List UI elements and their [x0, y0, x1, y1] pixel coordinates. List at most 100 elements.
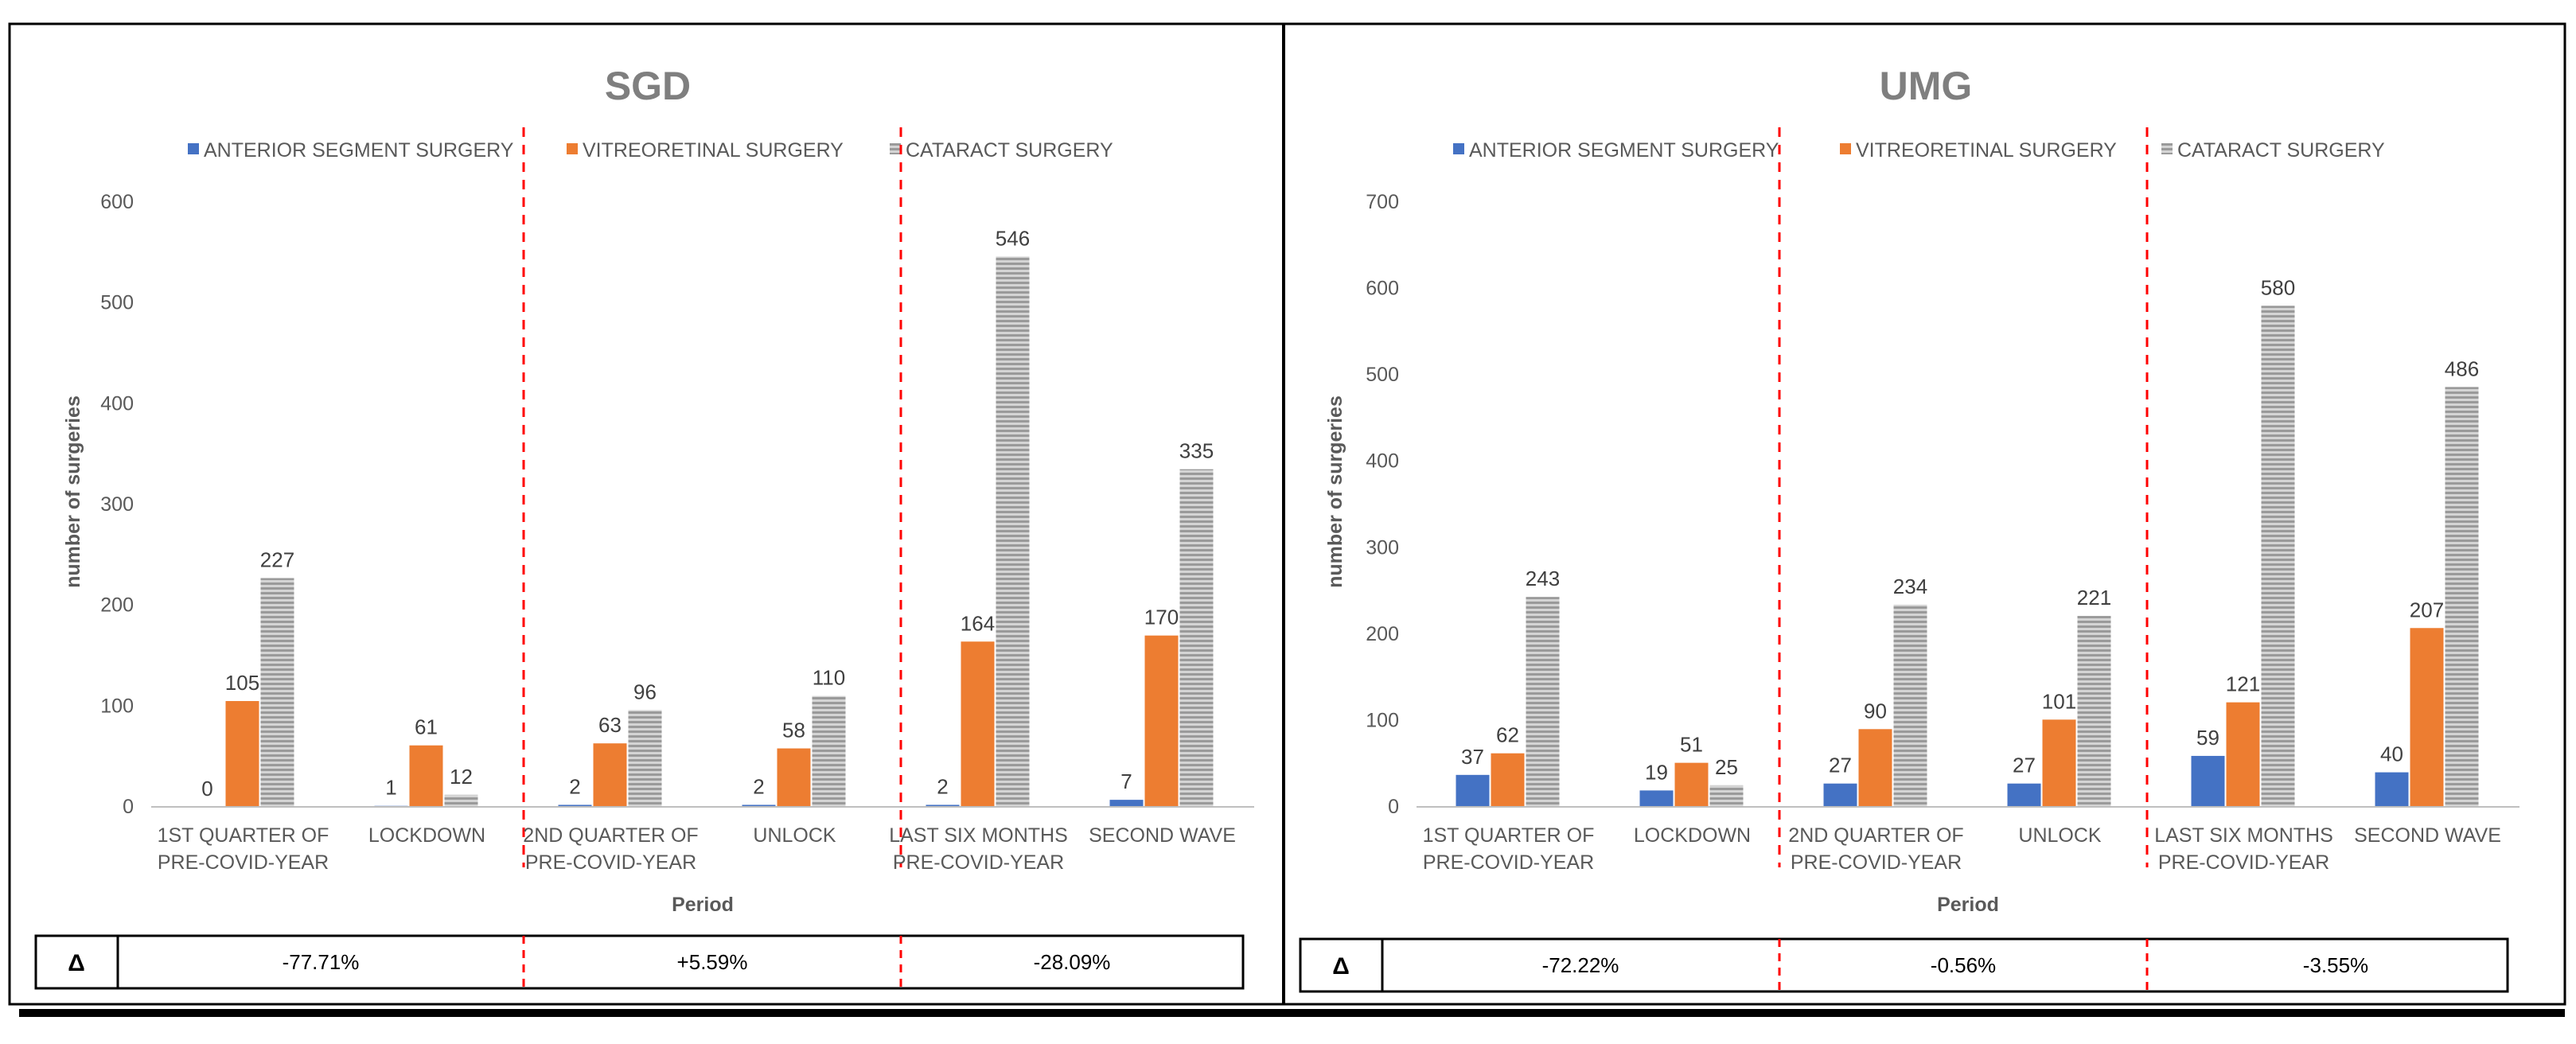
sgd-delta-symbol: Δ [68, 950, 85, 976]
sgd-value-label-vitreoretinal-6: 170 [1144, 606, 1179, 629]
sgd-value-label-anterior-6: 7 [1120, 769, 1132, 793]
sgd-delta-value-1: -77.71% [283, 950, 360, 974]
umg-y-tick-200: 200 [1366, 623, 1399, 645]
sgd-category-label-6-line-1: SECOND WAVE [1089, 824, 1236, 847]
umg-y-tick-100: 100 [1366, 709, 1399, 731]
sgd-delta-value-2: +5.59% [677, 950, 748, 974]
umg-legend-label-vitreoretinal: VITREORETINAL SURGERY [1856, 139, 2117, 162]
umg-value-label-anterior-1: 37 [1461, 745, 1484, 769]
umg-value-label-vitreoretinal-1: 62 [1496, 723, 1519, 747]
sgd-category-label-5-line-2: PRE-COVID-YEAR [893, 851, 1064, 874]
umg-legend-label-anterior: ANTERIOR SEGMENT SURGERY [1469, 139, 1779, 162]
umg-value-label-vitreoretinal-4: 101 [2042, 689, 2076, 713]
sgd-bar-vitreoretinal-6 [1144, 635, 1179, 807]
sgd-bar-anterior-4 [742, 804, 776, 807]
umg-bars: 37 62 243 19 51 25 27 90 234 27 101 221 59 121 580 40 20… [1456, 127, 2479, 867]
umg-legend-swatch-anterior [1453, 143, 1464, 154]
umg-value-label-vitreoretinal-6: 207 [2410, 598, 2444, 621]
umg-delta-table: Δ -72.22% -0.56% -3.55% [1299, 937, 2509, 993]
sgd-value-label-vitreoretinal-3: 63 [598, 713, 622, 737]
umg-value-label-anterior-3: 27 [1829, 754, 1852, 777]
sgd-delta-value-3: -28.09% [1034, 950, 1111, 974]
umg-bar-anterior-5 [2191, 755, 2225, 807]
sgd-category-label-3-line-1: 2ND QUARTER OF [523, 824, 698, 847]
umg-value-label-cataract-2: 25 [1715, 755, 1738, 779]
umg-bar-vitreoretinal-2 [1674, 762, 1709, 807]
sgd-bar-cataract-2 [444, 794, 478, 807]
sgd-value-label-cataract-4: 110 [813, 666, 845, 690]
sgd-value-label-anterior-2: 1 [385, 776, 396, 800]
sgd-chart: SGD ANTERIOR SEGMENT SURGERY VITREORETIN… [34, 64, 1254, 990]
umg-bar-anterior-1 [1456, 774, 1490, 807]
sgd-bar-cataract-4 [812, 695, 846, 807]
umg-bar-cataract-6 [2445, 387, 2479, 807]
sgd-y-ticks: 0 100 200 300 400 500 600 [100, 191, 134, 818]
sgd-y-tick-600: 600 [100, 191, 134, 213]
sgd-y-tick-200: 200 [100, 594, 134, 617]
sgd-value-label-cataract-6: 335 [1179, 439, 1214, 463]
umg-bar-anterior-2 [1639, 790, 1674, 807]
sgd-category-labels: 1ST QUARTER OF PRE-COVID-YEAR LOCKDOWN 2ND … [158, 824, 1236, 874]
umg-y-tick-600: 600 [1366, 278, 1399, 300]
sgd-value-label-anterior-4: 2 [753, 774, 764, 798]
umg-value-label-cataract-4: 221 [2077, 586, 2111, 610]
umg-y-axis-title: number of surgeries [1324, 395, 1346, 588]
umg-bar-cataract-3 [1893, 604, 1927, 807]
umg-value-label-cataract-6: 486 [2445, 356, 2479, 380]
umg-bar-anterior-4 [2007, 783, 2041, 807]
umg-delta-value-2: -0.56% [1931, 953, 1996, 977]
sgd-legend-swatch-cataract [890, 143, 901, 154]
sgd-value-label-cataract-2: 12 [450, 765, 473, 789]
sgd-category-label-2-line-1: LOCKDOWN [368, 824, 485, 847]
sgd-bar-vitreoretinal-3 [593, 743, 627, 807]
umg-category-label-2-line-1: LOCKDOWN [1634, 824, 1751, 847]
umg-bar-vitreoretinal-4 [2042, 719, 2076, 807]
sgd-y-tick-400: 400 [100, 392, 134, 415]
umg-value-label-vitreoretinal-5: 121 [2226, 672, 2260, 696]
umg-value-label-anterior-6: 40 [2380, 742, 2403, 766]
sgd-bar-anterior-3 [558, 804, 592, 807]
sgd-bar-vitreoretinal-5 [961, 641, 995, 807]
umg-bar-cataract-5 [2261, 306, 2295, 807]
umg-value-label-vitreoretinal-2: 51 [1680, 733, 1703, 757]
umg-bar-cataract-2 [1709, 785, 1744, 807]
umg-y-tick-300: 300 [1366, 536, 1399, 559]
umg-category-label-5-line-1: LAST SIX MONTHS [2154, 824, 2333, 847]
umg-category-label-4-line-1: UNLOCK [2018, 824, 2102, 847]
umg-y-tick-500: 500 [1366, 364, 1399, 386]
sgd-y-tick-500: 500 [100, 292, 134, 314]
umg-bar-anterior-6 [2375, 772, 2409, 807]
umg-bar-vitreoretinal-5 [2226, 702, 2260, 807]
umg-x-axis-title: Period [1937, 894, 1999, 916]
sgd-category-label-3-line-2: PRE-COVID-YEAR [525, 851, 696, 874]
umg-bar-cataract-1 [1526, 597, 1560, 807]
sgd-y-tick-100: 100 [100, 695, 134, 717]
sgd-bar-anterior-6 [1109, 800, 1144, 807]
sgd-x-axis-title: Period [672, 894, 734, 916]
sgd-value-label-anterior-1: 0 [201, 777, 212, 801]
sgd-category-label-4-line-1: UNLOCK [753, 824, 836, 847]
sgd-legend-swatch-vitreoretinal [567, 143, 578, 154]
sgd-bar-cataract-1 [260, 578, 294, 807]
umg-category-label-1-line-2: PRE-COVID-YEAR [1423, 851, 1594, 874]
umg-y-tick-0: 0 [1388, 796, 1399, 818]
umg-category-label-3-line-2: PRE-COVID-YEAR [1791, 851, 1962, 874]
sgd-value-label-anterior-3: 2 [569, 774, 580, 798]
umg-chart: UMG ANTERIOR SEGMENT SURGERY VITREORETIN… [1299, 64, 2519, 993]
sgd-value-label-vitreoretinal-5: 164 [961, 611, 995, 635]
sgd-legend-swatch-anterior [188, 143, 199, 154]
umg-legend-swatch-vitreoretinal [1840, 143, 1851, 154]
sgd-bars: 0 105 227 1 61 12 2 63 96 2 58 110 2 164 546 7 170 335 [201, 127, 1214, 867]
umg-delta-table-frame [1299, 937, 2509, 993]
umg-chart-title: UMG [1880, 64, 1973, 108]
sgd-bar-anterior-5 [926, 804, 960, 807]
sgd-value-label-vitreoretinal-4: 58 [782, 719, 805, 742]
sgd-legend-label-anterior: ANTERIOR SEGMENT SURGERY [204, 139, 514, 162]
umg-value-label-anterior-2: 19 [1645, 760, 1668, 784]
sgd-bar-cataract-5 [996, 256, 1030, 807]
sgd-y-tick-300: 300 [100, 493, 134, 516]
sgd-bar-cataract-3 [628, 710, 662, 807]
sgd-chart-title: SGD [605, 64, 691, 108]
sgd-legend-label-vitreoretinal: VITREORETINAL SURGERY [583, 139, 844, 162]
